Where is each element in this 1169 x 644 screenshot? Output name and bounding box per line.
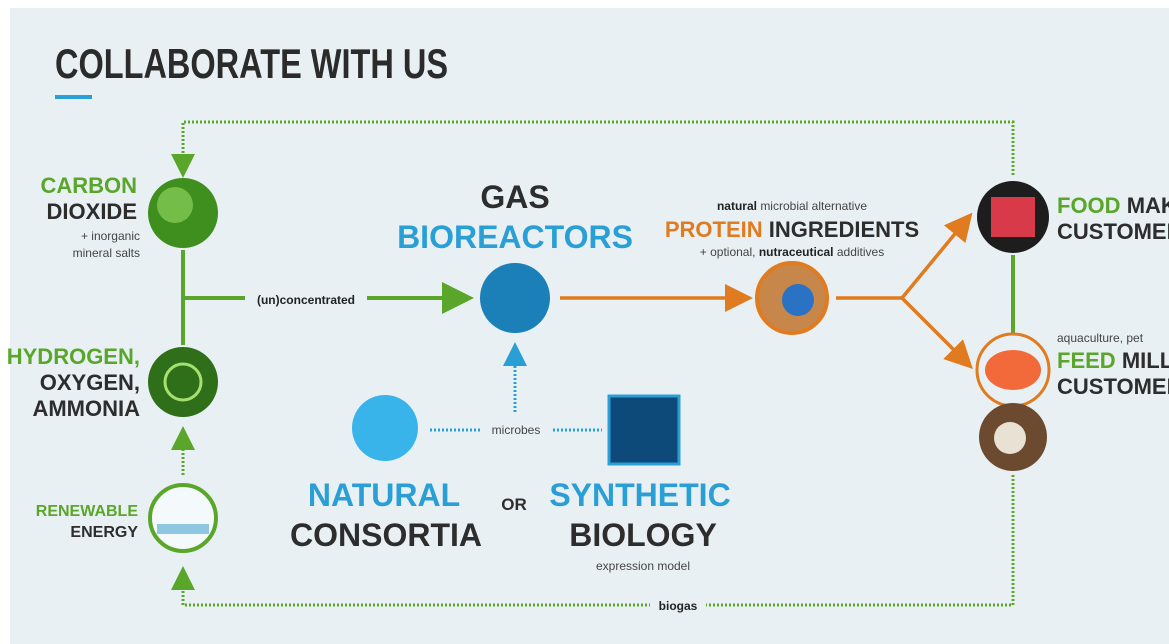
- hydrogen-image: [148, 347, 218, 417]
- renewable-name: ENERGY: [70, 524, 138, 541]
- title: COLLABORATE WITH US: [55, 40, 448, 87]
- gas-line2: BIOREACTORS: [397, 219, 633, 255]
- diagram: COLLABORATE WITH US biogas (un)concentra…: [0, 0, 1169, 644]
- feed-title: FEED MILL: [1057, 348, 1169, 373]
- feed-image-detail: [985, 350, 1041, 390]
- carbon-name: DIOXIDE: [47, 199, 137, 224]
- food-line2: CUSTOMERS: [1057, 219, 1169, 244]
- protein-note: natural microbial alternative: [717, 199, 867, 213]
- or-label: OR: [501, 495, 527, 514]
- feed-line2: CUSTOMERS: [1057, 374, 1169, 399]
- protein-note-bold: natural: [717, 199, 757, 213]
- additives-bold: nutraceutical: [759, 245, 834, 259]
- renewable-highlight: RENEWABLE: [36, 503, 139, 520]
- feed-note: aquaculture, pet: [1057, 331, 1144, 345]
- title-underline: [55, 95, 92, 99]
- carbon-note: mineral salts: [73, 246, 140, 260]
- synthetic-line2: BIOLOGY: [569, 517, 717, 553]
- food-image-detail: [991, 197, 1035, 237]
- protein-additives: + optional, nutraceutical additives: [700, 245, 884, 259]
- hydrogen-line: OXYGEN,: [40, 370, 140, 395]
- natural-image: [352, 395, 418, 461]
- protein-title: PROTEIN INGREDIENTS: [665, 217, 919, 242]
- protein-note-rest: microbial alternative: [760, 199, 867, 213]
- protein-rest: INGREDIENTS: [769, 217, 919, 242]
- feed-highlight: FEED: [1057, 348, 1116, 373]
- pet-image-detail: [994, 422, 1026, 454]
- food-highlight: FOOD: [1057, 193, 1121, 218]
- carbon-highlight: CARBON: [40, 173, 137, 198]
- concentrated-label: (un)concentrated: [257, 293, 355, 307]
- microbes-label: microbes: [492, 423, 541, 437]
- synthetic-line1: SYNTHETIC: [549, 477, 730, 513]
- carbon-note: + inorganic: [81, 229, 140, 243]
- food-title: FOOD MAKING: [1057, 193, 1169, 218]
- biogas-label: biogas: [659, 599, 698, 613]
- renewable-image-detail: [157, 524, 209, 534]
- bioreactor-image: [480, 263, 550, 333]
- gas-line1: GAS: [480, 179, 549, 215]
- renewable-image: [150, 485, 216, 551]
- protein-image-detail: [782, 284, 814, 316]
- synthetic-image: [609, 396, 679, 464]
- protein-highlight: PROTEIN: [665, 217, 763, 242]
- hydrogen-line: AMMONIA: [32, 396, 140, 421]
- natural-line2: CONSORTIA: [290, 517, 482, 553]
- additives-post: additives: [837, 245, 884, 259]
- natural-line1: NATURAL: [308, 477, 460, 513]
- synthetic-note: expression model: [596, 559, 690, 573]
- feed-rest: MILL: [1122, 348, 1169, 373]
- hydrogen-line: HYDROGEN,: [7, 344, 140, 369]
- food-rest: MAKING: [1127, 193, 1169, 218]
- carbon-image-detail: [157, 187, 193, 223]
- additives-pre: + optional,: [700, 245, 756, 259]
